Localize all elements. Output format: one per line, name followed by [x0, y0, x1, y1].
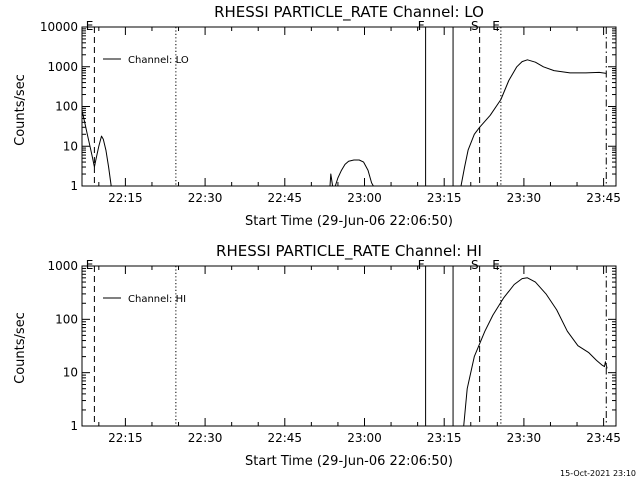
lo-x-tick-label: 23:15 — [427, 191, 462, 205]
lo-y-tick-label: 1000 — [47, 60, 78, 74]
hi-x-tick-label: 23:15 — [427, 431, 462, 445]
hi-x-tick-label: 22:30 — [188, 431, 223, 445]
hi-y-tick-label: 1 — [70, 419, 78, 433]
hi-plot-frame — [81, 265, 617, 427]
lo-marker-label: E — [86, 19, 94, 33]
hi-x-tick-label: 23:00 — [347, 431, 382, 445]
lo-marker-label: F — [418, 19, 425, 33]
lo-x-tick-label: 23:45 — [586, 191, 621, 205]
lo-x-tick-label: 23:30 — [507, 191, 542, 205]
hi-channel-panel: RHESSI PARTICLE_RATE Channel: HI Counts/… — [13, 242, 621, 469]
hi-marker-label: E — [86, 258, 94, 272]
lo-y-tick-label: 1 — [70, 179, 78, 193]
lo-series-line — [334, 159, 374, 187]
hi-y-tick-label: 100 — [55, 312, 78, 326]
lo-marker-label: S — [471, 19, 479, 33]
hi-x-tick-label: 22:15 — [108, 431, 143, 445]
hi-marker-label: E — [492, 258, 500, 272]
lo-x-axis-label: Start Time (29-Jun-06 22:06:50) — [245, 214, 453, 229]
hi-y-tick-label: 1000 — [47, 259, 78, 273]
lo-legend-label: Channel: LO — [128, 55, 189, 66]
lo-y-tick-label: 10 — [63, 139, 78, 153]
lo-series-line — [329, 173, 334, 187]
lo-x-tick-label: 22:15 — [108, 191, 143, 205]
lo-channel-panel: RHESSI PARTICLE_RATE Channel: LO Counts/… — [13, 3, 621, 229]
hi-marker-label: S — [471, 258, 479, 272]
lo-y-tick-label: 100 — [55, 100, 78, 114]
hi-legend-label: Channel: HI — [128, 294, 186, 305]
lo-y-axis-label: Counts/sec — [13, 74, 28, 146]
hi-y-axis-label: Counts/sec — [13, 312, 28, 384]
hi-panel-title: RHESSI PARTICLE_RATE Channel: HI — [216, 242, 482, 261]
hi-y-tick-label: 10 — [63, 366, 78, 380]
lo-x-tick-label: 23:00 — [347, 191, 382, 205]
hi-series-line — [463, 277, 608, 427]
hi-x-tick-label: 23:45 — [586, 431, 621, 445]
hi-marker-label: F — [418, 258, 425, 272]
lo-series-line — [460, 59, 607, 187]
hi-x-axis-label: Start Time (29-Jun-06 22:06:50) — [245, 454, 453, 469]
lo-series-line — [81, 110, 112, 187]
lo-x-tick-label: 22:30 — [188, 191, 223, 205]
footer-timestamp: 15-Oct-2021 23:10 — [560, 469, 636, 478]
lo-y-tick-label: 10000 — [40, 20, 78, 34]
lo-marker-label: E — [492, 19, 500, 33]
hi-x-tick-label: 22:45 — [267, 431, 302, 445]
hi-x-tick-label: 23:30 — [507, 431, 542, 445]
lo-x-tick-label: 22:45 — [267, 191, 302, 205]
lo-panel-title: RHESSI PARTICLE_RATE Channel: LO — [214, 3, 484, 22]
